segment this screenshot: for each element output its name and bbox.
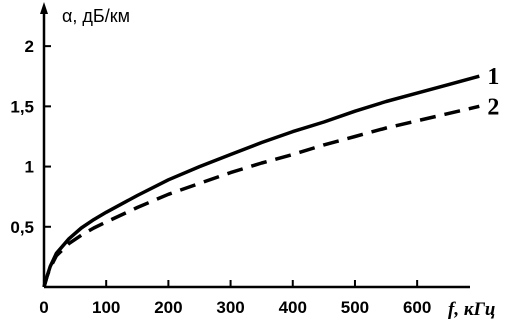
series-2-label: 2 <box>487 94 499 120</box>
y-tick-label: 1 <box>25 158 34 177</box>
y-tick-label: 2 <box>25 37 34 56</box>
y-tick-label: 0,5 <box>10 218 34 237</box>
x-tick-label: 300 <box>216 298 244 317</box>
x-tick-label: 600 <box>403 298 431 317</box>
x-tick-label: 100 <box>92 298 120 317</box>
y-axis-arrow <box>40 2 48 14</box>
x-tick-label: 0 <box>39 298 48 317</box>
y-axis-label: α, дБ/км <box>62 6 130 26</box>
series-2-line <box>42 104 480 288</box>
x-tick-label: 500 <box>341 298 369 317</box>
series-1-label: 1 <box>487 64 499 90</box>
y-tick-label: 1,5 <box>10 97 34 116</box>
x-tick-label: 400 <box>279 298 307 317</box>
x-tick-label: 200 <box>154 298 182 317</box>
series-1-line <box>42 74 480 288</box>
x-axis-label: f, кГц <box>448 299 496 320</box>
